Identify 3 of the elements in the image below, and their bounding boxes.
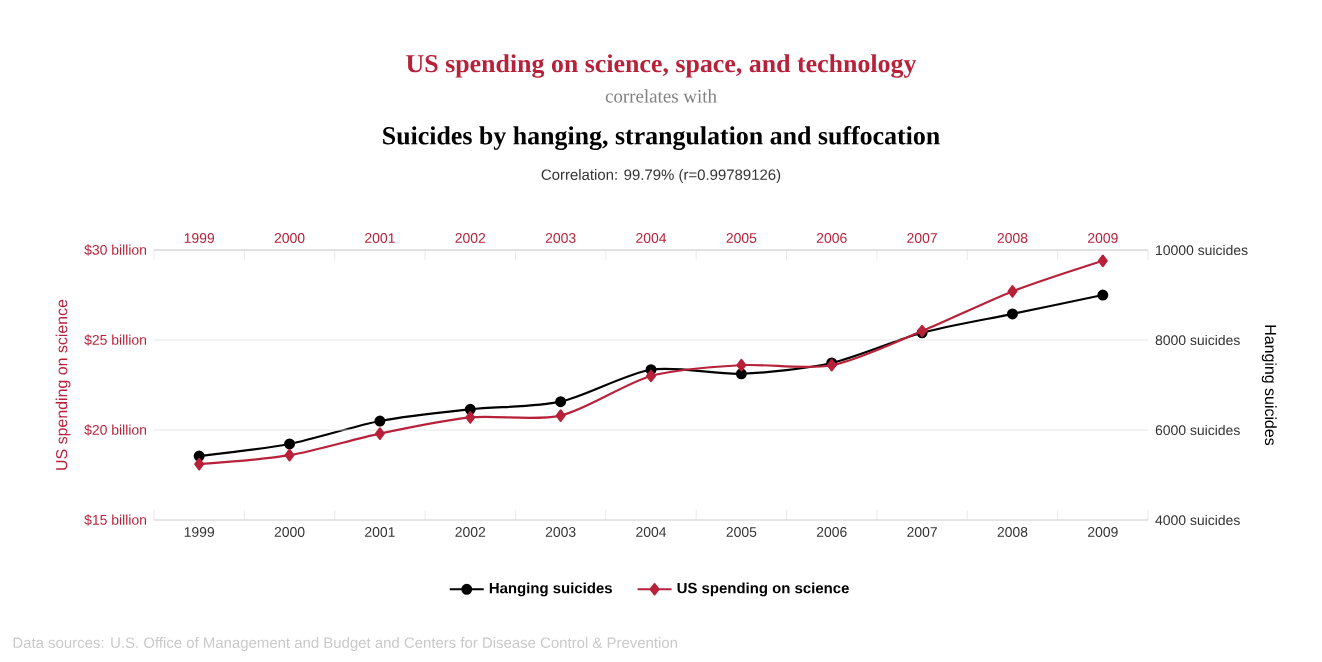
chart-subtitle: correlates with <box>605 89 717 103</box>
text: Suicides by hanging, strangulation and suffocation <box>383 126 940 150</box>
chart-title: US spending on science, space, and technology <box>406 54 917 78</box>
